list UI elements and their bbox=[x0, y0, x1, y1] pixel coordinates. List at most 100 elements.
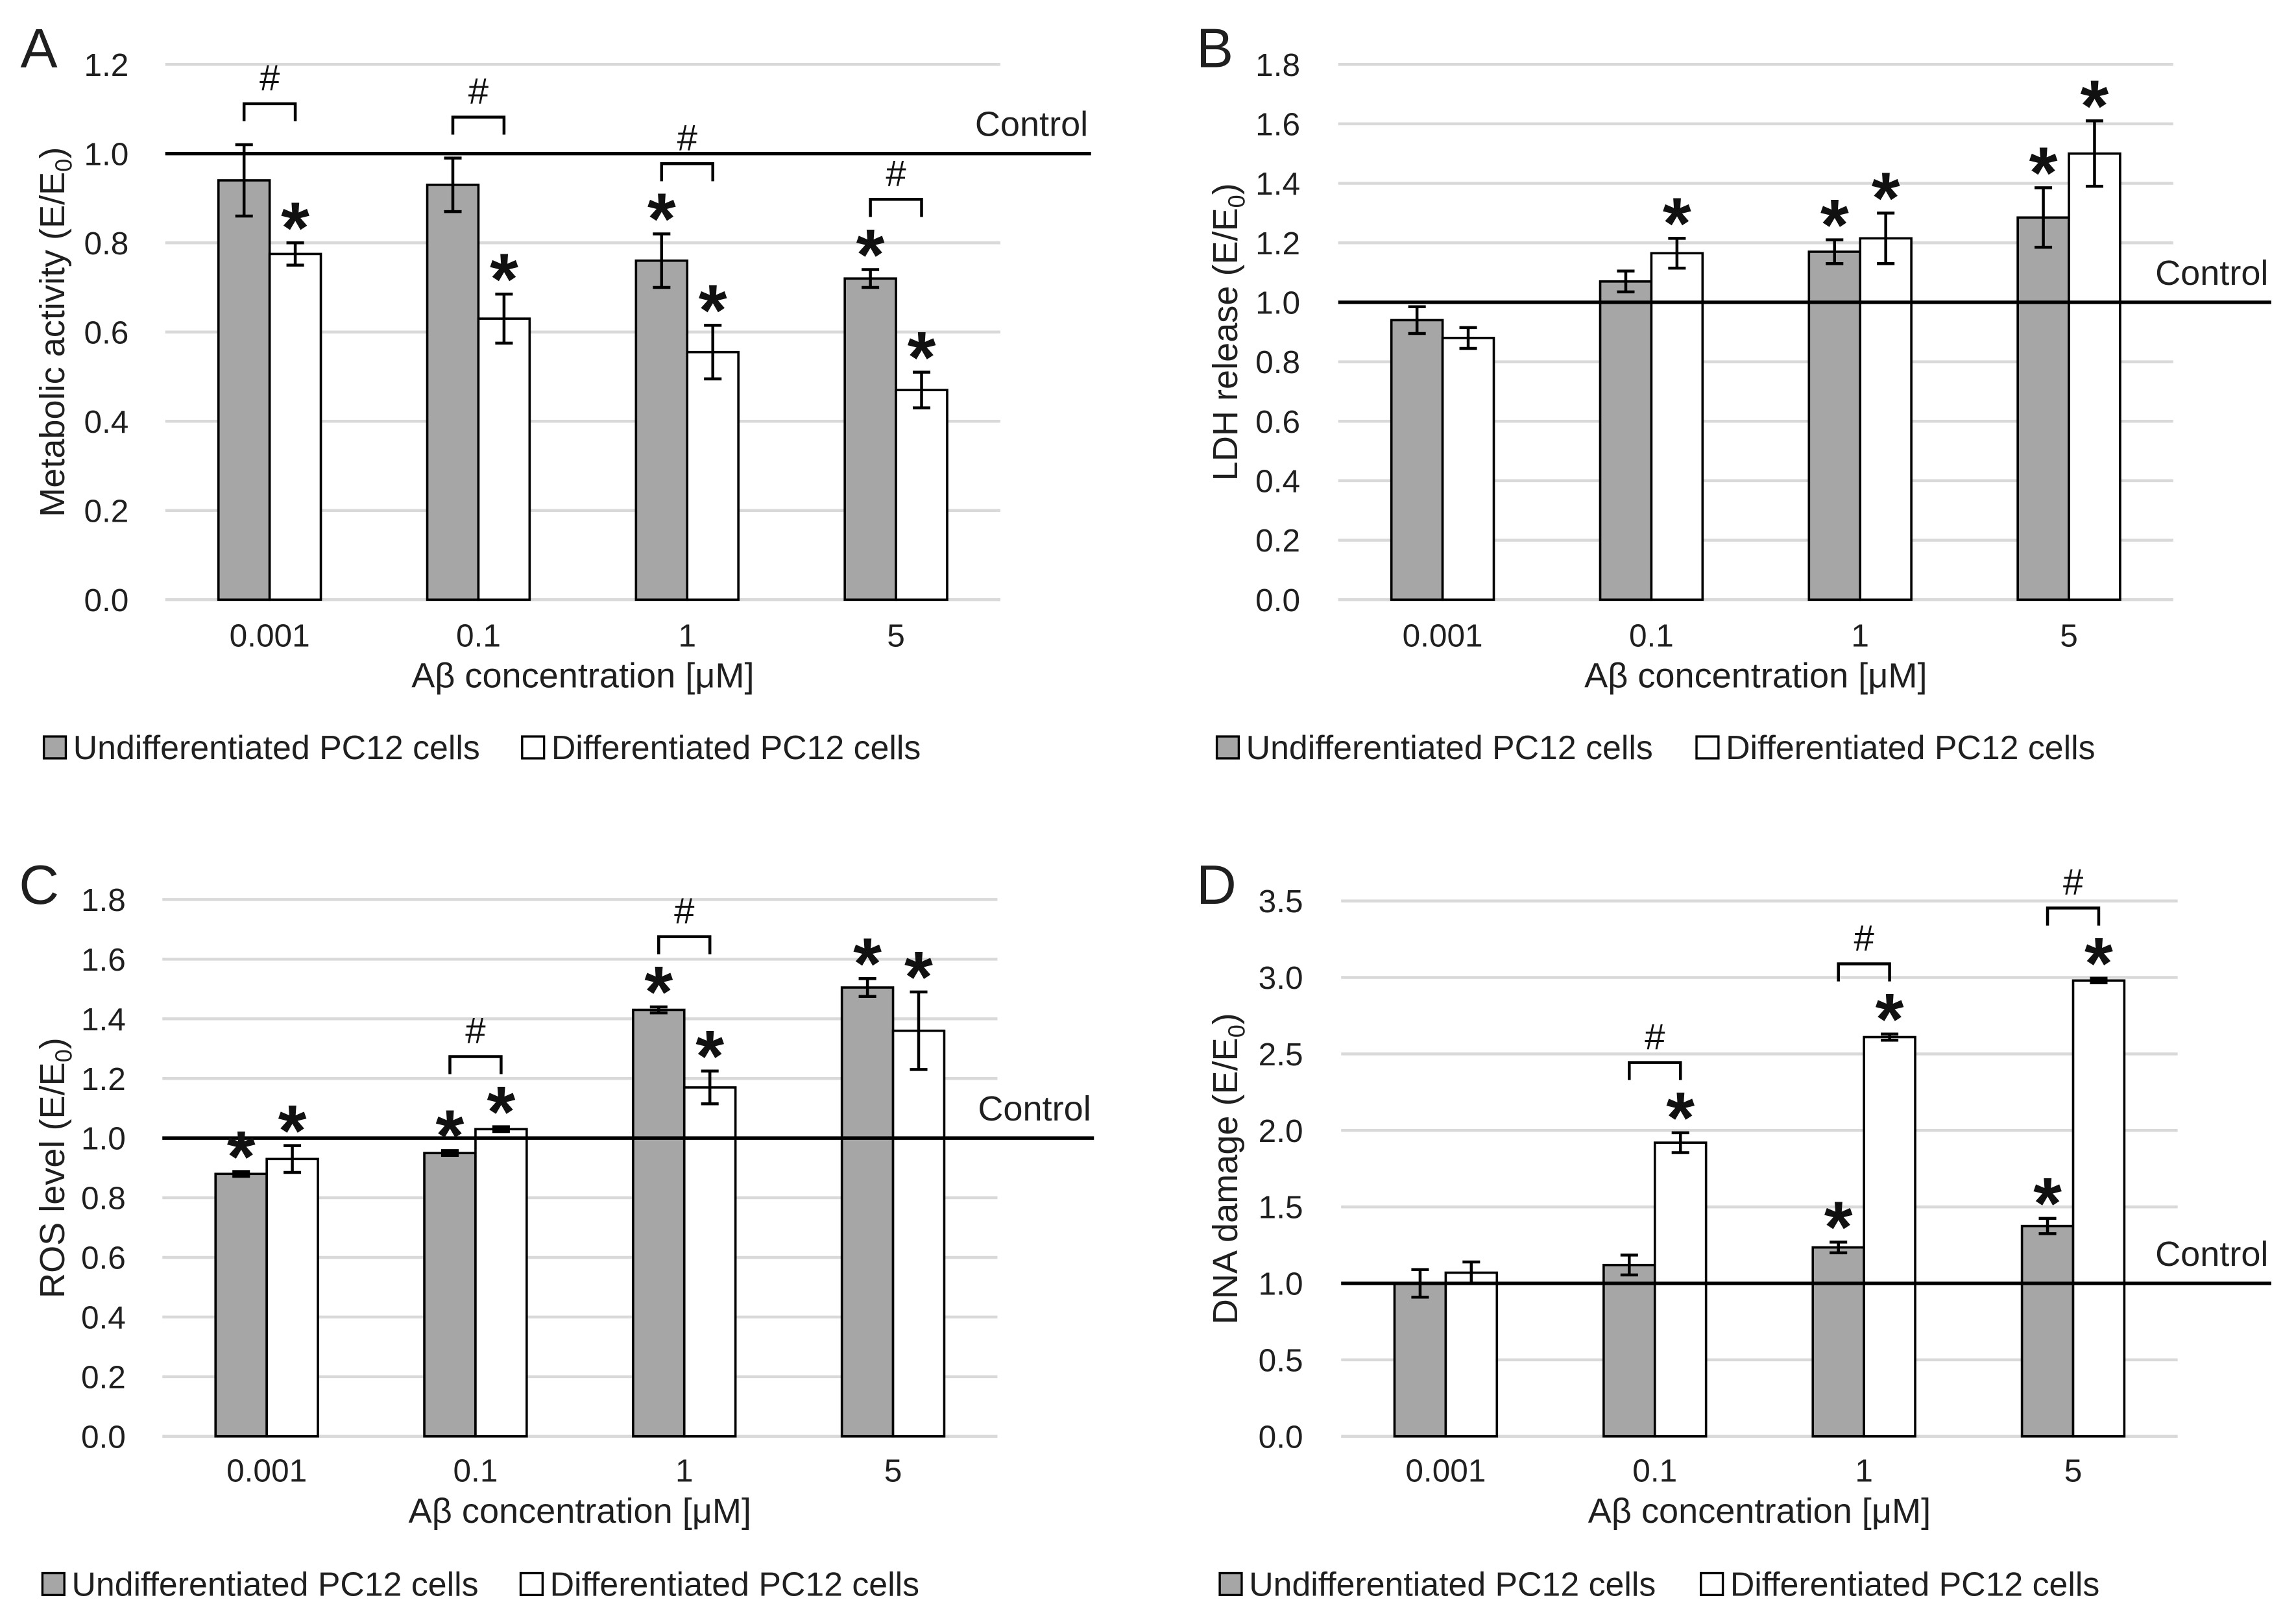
significance-asterisk: * bbox=[487, 1071, 515, 1152]
significance-hash: # bbox=[468, 71, 489, 112]
significance-bracket bbox=[451, 115, 506, 135]
bar-undifferentiated-2 bbox=[1602, 1263, 1656, 1438]
significance-marks: * ** ** ***## bbox=[227, 890, 933, 1197]
y-tick-label: 0.4 bbox=[1255, 463, 1300, 500]
error-bar-differentiated-2 bbox=[495, 293, 513, 345]
x-tick-label: 0.1 bbox=[1632, 1453, 1677, 1489]
error-bar-differentiated-2 bbox=[492, 1125, 510, 1133]
significance-marks: * *** **# ### bbox=[242, 58, 936, 398]
significance-asterisk: * bbox=[695, 1015, 724, 1097]
error-bar-undifferentiated-2 bbox=[1617, 269, 1635, 294]
significance-asterisk: * bbox=[853, 923, 882, 1004]
bar-undifferentiated-4 bbox=[2016, 216, 2070, 601]
significance-marks: * * * * * bbox=[1663, 65, 2109, 265]
significance-asterisk: * bbox=[699, 269, 727, 351]
significance-asterisk: * bbox=[2029, 132, 2058, 213]
y-axis-label-text: DNA damage (E/E bbox=[1206, 1037, 1245, 1324]
legend: Undifferentiated PC12 cells Differentiate… bbox=[1215, 729, 2096, 766]
x-tick-label: 0.001 bbox=[226, 1453, 307, 1489]
bar-differentiated-1 bbox=[1441, 337, 1495, 601]
error-bar-differentiated-1 bbox=[286, 241, 304, 267]
y-tick-label: 0.0 bbox=[1259, 1418, 1303, 1455]
significance-asterisk: * bbox=[647, 178, 676, 260]
y-tick-label: 0.8 bbox=[81, 1180, 126, 1217]
x-tick-label: 1 bbox=[675, 1453, 694, 1489]
bar-differentiated-2 bbox=[477, 317, 531, 601]
significance-hash: # bbox=[886, 153, 906, 194]
error-bar-undifferentiated-3 bbox=[1826, 238, 1844, 265]
x-tick-label: 5 bbox=[2064, 1453, 2083, 1489]
y-tick-label: 0.0 bbox=[81, 1418, 126, 1455]
legend-swatch-differentiated bbox=[1695, 735, 1720, 760]
x-axis-label: Aβ concentration [μM] bbox=[411, 657, 754, 696]
error-bar-differentiated-2 bbox=[1668, 237, 1686, 270]
error-bars bbox=[232, 976, 928, 1178]
bar-undifferentiated-3 bbox=[632, 1008, 686, 1438]
legend-swatch-undifferentiated bbox=[42, 735, 67, 760]
bar-undifferentiated-3 bbox=[1811, 1246, 1865, 1438]
x-tick-label: 0.001 bbox=[230, 617, 310, 653]
panel-letter: D bbox=[1196, 854, 1237, 916]
bar-undifferentiated-4 bbox=[843, 277, 897, 601]
y-tick-label: 1.6 bbox=[81, 941, 126, 978]
error-bar-undifferentiated-2 bbox=[444, 156, 462, 213]
error-bar-undifferentiated-2 bbox=[441, 1149, 459, 1157]
y-tick-label: 1.0 bbox=[81, 1121, 126, 1157]
y-tick-label: 1.4 bbox=[81, 1001, 126, 1037]
significance-bracket bbox=[869, 198, 923, 217]
bar-undifferentiated-2 bbox=[1599, 280, 1653, 601]
bars bbox=[214, 986, 946, 1438]
bar-differentiated-2 bbox=[1650, 252, 1704, 601]
x-tick-label: 5 bbox=[2060, 617, 2078, 653]
y-axis-label-text: Metabolic activity (E/E bbox=[33, 172, 72, 517]
significance-asterisk: * bbox=[644, 951, 673, 1033]
bar-undifferentiated-1 bbox=[214, 1172, 268, 1438]
significance-bracket bbox=[2046, 906, 2101, 926]
significance-asterisk: * bbox=[1824, 1186, 1853, 1268]
error-bars bbox=[1411, 976, 2108, 1299]
bar-differentiated-3 bbox=[686, 350, 740, 601]
control-label: Control bbox=[978, 1089, 1091, 1128]
y-axis-label: LDH release (E/E0) bbox=[1206, 183, 1250, 481]
significance-hash: # bbox=[260, 58, 280, 99]
error-bar-differentiated-4 bbox=[2085, 119, 2104, 188]
bar-differentiated-2 bbox=[474, 1128, 528, 1438]
legend-swatch-undifferentiated bbox=[1215, 735, 1240, 760]
x-tick-label: 0.1 bbox=[456, 617, 501, 653]
bar-differentiated-4 bbox=[2072, 979, 2126, 1438]
bar-differentiated-3 bbox=[1859, 237, 1913, 601]
y-tick-label: 0.2 bbox=[81, 1359, 126, 1395]
legend-label-differentiated: Differentiated PC12 cells bbox=[551, 729, 921, 766]
y-axis-label: DNA damage (E/E0) bbox=[1206, 1013, 1250, 1324]
significance-asterisk: * bbox=[856, 213, 885, 295]
significance-asterisk: * bbox=[2081, 65, 2109, 147]
y-axis-label-subscript: 0 bbox=[50, 1049, 77, 1062]
significance-marks: * ****### bbox=[1628, 862, 2113, 1268]
y-tick-label: 3.0 bbox=[1259, 960, 1303, 996]
bar-undifferentiated-4 bbox=[840, 986, 895, 1438]
significance-hash: # bbox=[2063, 862, 2084, 903]
y-tick-label: 1.8 bbox=[81, 882, 126, 918]
significance-asterisk: * bbox=[227, 1115, 256, 1197]
error-bars bbox=[1408, 119, 2104, 350]
bar-undifferentiated-1 bbox=[1390, 319, 1444, 601]
significance-hash: # bbox=[677, 117, 698, 158]
error-bar-differentiated-1 bbox=[1462, 1260, 1480, 1285]
error-bar-undifferentiated-1 bbox=[235, 143, 253, 218]
significance-asterisk: * bbox=[278, 1089, 307, 1171]
legend: Undifferentiated PC12 cells Differentiate… bbox=[1218, 1565, 2099, 1603]
error-bar-undifferentiated-1 bbox=[1411, 1268, 1429, 1299]
significance-bracket bbox=[657, 935, 712, 954]
y-axis-label-subscript: 0 bbox=[1223, 1024, 1250, 1037]
error-bar-differentiated-1 bbox=[284, 1144, 302, 1174]
significance-hash: # bbox=[674, 890, 695, 931]
x-tick-label: 1 bbox=[678, 617, 696, 653]
y-tick-label: 0.6 bbox=[81, 1240, 126, 1276]
y-axis-label-suffix: ) bbox=[1206, 1013, 1245, 1024]
x-tick-label: 0.1 bbox=[1629, 617, 1674, 653]
legend-label-differentiated: Differentiated PC12 cells bbox=[1730, 1565, 2099, 1603]
y-axis-label-suffix: ) bbox=[33, 1037, 72, 1049]
x-tick-label: 0.001 bbox=[1403, 617, 1483, 653]
significance-asterisk: * bbox=[436, 1095, 465, 1176]
